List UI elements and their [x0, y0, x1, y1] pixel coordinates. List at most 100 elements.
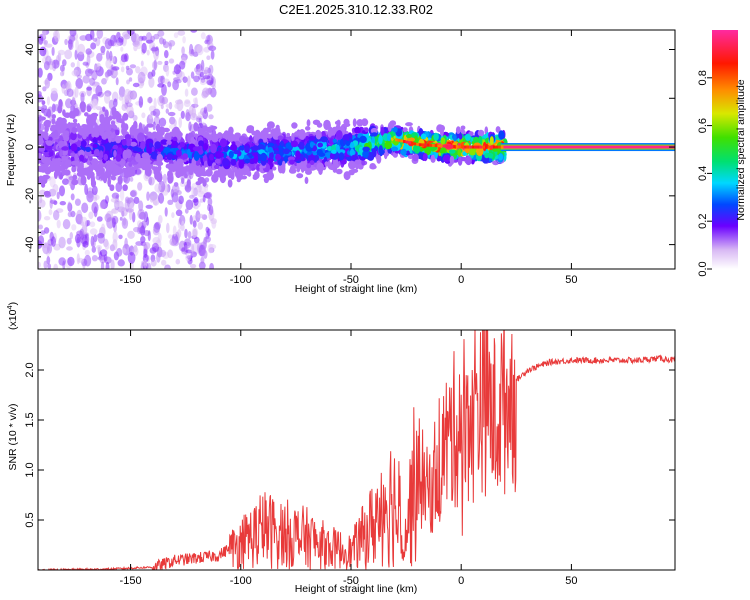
- heatmap-band-blob: [113, 150, 117, 158]
- heatmap-band-blob: [286, 132, 291, 138]
- heatmap-band-blob: [495, 126, 501, 133]
- heatmap-ridge-segment: [455, 145, 459, 149]
- snr-ylabel: SNR (10 * v/v): [7, 403, 19, 470]
- heatmap-noise-blob: [146, 191, 150, 201]
- heatmap-noise-blob: [118, 86, 126, 98]
- heatmap-band-blob: [304, 176, 309, 184]
- heatmap-noise-blob: [199, 198, 204, 203]
- heatmap-band-blob: [214, 158, 221, 164]
- heatmap-noise-blob: [146, 49, 150, 56]
- heatmap-band-blob: [48, 151, 54, 157]
- heatmap-ridge-segment: [458, 145, 462, 149]
- heatmap-band-blob: [295, 150, 301, 160]
- heatmap-band-blob: [83, 124, 89, 130]
- heatmap-band-blob: [292, 123, 297, 129]
- heatmap-noise-blob: [43, 216, 51, 221]
- heatmap-noise-blob: [153, 97, 157, 110]
- heatmap-band-blob: [105, 142, 113, 151]
- heatmap-band-blob: [109, 186, 115, 192]
- heatmap-band-blob: [161, 127, 166, 134]
- heatmap-band-blob: [362, 150, 369, 159]
- heatmap-band-blob: [267, 146, 274, 153]
- heatmap-noise-blob: [74, 198, 81, 206]
- heatmap-band-blob: [465, 155, 472, 166]
- heatmap-noise-blob: [185, 254, 191, 262]
- heatmap-noise-blob: [122, 217, 127, 226]
- heatmap-band-blob: [154, 141, 162, 149]
- heatmap-band-blob: [420, 133, 427, 140]
- heatmap-noise-blob: [140, 236, 146, 243]
- heatmap-band-blob: [133, 120, 138, 130]
- heatmap-band-blob: [306, 119, 311, 127]
- heatmap-noise-blob: [189, 214, 193, 225]
- heatmap-band-blob: [90, 114, 97, 125]
- heatmap-noise-blob: [181, 46, 185, 55]
- heatmap-ridge-segment: [471, 145, 475, 149]
- heatmap-band-blob: [204, 126, 213, 133]
- heatmap-band-blob: [104, 109, 109, 118]
- heatmap-noise-blob: [175, 79, 182, 84]
- heatmap-noise-blob: [177, 30, 186, 36]
- heatmap-band-blob: [263, 176, 269, 184]
- heatmap-ridge-segment: [447, 144, 451, 148]
- heatmap-noise-blob: [167, 81, 172, 88]
- snr-panel: -150 -100 -50 0 50 0.5 1.0 1.5 2.0 Height of str…: [5, 302, 676, 595]
- snr-frame: [37, 329, 676, 571]
- heatmap-band-blob: [77, 165, 84, 174]
- heatmap-band-blob: [38, 146, 46, 152]
- heatmap-noise-blob: [143, 259, 147, 269]
- heatmap-noise-blob: [203, 75, 211, 80]
- heatmap-noise-blob: [110, 64, 114, 76]
- heatmap-noise-blob: [172, 225, 177, 237]
- heatmap-band-blob: [362, 146, 371, 152]
- heatmap-band-blob: [227, 179, 233, 188]
- heatmap-band-blob: [140, 140, 146, 150]
- heatmap-band-blob: [113, 166, 122, 172]
- heatmap-band-blob: [41, 157, 50, 164]
- heatmap-band-blob: [124, 169, 130, 179]
- heatmap-band-blob: [498, 153, 504, 161]
- heatmap-band-blob: [71, 126, 78, 134]
- snr-xtick-label: 50: [565, 575, 577, 587]
- heatmap-band-blob: [43, 190, 51, 197]
- heatmap-noise-blob: [52, 184, 59, 193]
- heatmap-noise-blob: [70, 62, 76, 68]
- heatmap-noise-blob: [96, 30, 104, 39]
- heatmap-band-blob: [400, 148, 407, 156]
- snr-ytick-label: 2.0: [24, 362, 36, 377]
- heatmap-band-blob: [71, 160, 76, 166]
- heatmap-band-blob: [138, 157, 146, 168]
- heatmap-band-blob: [182, 153, 189, 160]
- heatmap-noise-blob: [189, 194, 195, 199]
- heatmap-band-blob: [460, 125, 466, 131]
- heatmap-band-blob: [129, 141, 138, 147]
- heatmap-noise-blob: [197, 213, 205, 219]
- heatmap-noise-blob: [123, 88, 132, 101]
- heatmap-band-blob: [440, 137, 446, 145]
- heatmap-noise-blob: [175, 258, 181, 265]
- snr-multiplier-base: (x10: [7, 309, 19, 330]
- heatmap-band-blob: [55, 120, 60, 126]
- heatmap-band-blob: [329, 152, 335, 159]
- heatmap-band-blob: [116, 118, 123, 123]
- heatmap-noise-blob: [113, 98, 118, 108]
- heatmap-band-blob: [465, 133, 471, 141]
- chart-title: C2E1.2025.310.12.33.R02: [279, 2, 433, 17]
- heatmap-band-blob: [72, 122, 77, 128]
- heatmap-noise-blob: [76, 209, 83, 222]
- heatmap-band-blob: [424, 147, 432, 156]
- heatmap-noise-blob: [76, 253, 80, 265]
- heatmap-noise-blob: [81, 224, 88, 235]
- heatmap-band-blob: [93, 158, 98, 164]
- snr-multiplier-close: ): [7, 302, 19, 306]
- heatmap-noise-blob: [133, 44, 138, 52]
- heatmap-noise-blob: [96, 216, 103, 222]
- heatmap-noise-blob: [175, 63, 180, 72]
- heatmap-band-blob: [369, 163, 376, 169]
- heatmap-noise-blob: [71, 224, 77, 231]
- heatmap-ridge-segment: [413, 142, 417, 146]
- heatmap-band-blob: [197, 127, 204, 135]
- heatmap-band-blob: [150, 146, 155, 152]
- heatmap-noise-blob: [67, 201, 72, 211]
- heatmap-noise-blob: [165, 66, 170, 77]
